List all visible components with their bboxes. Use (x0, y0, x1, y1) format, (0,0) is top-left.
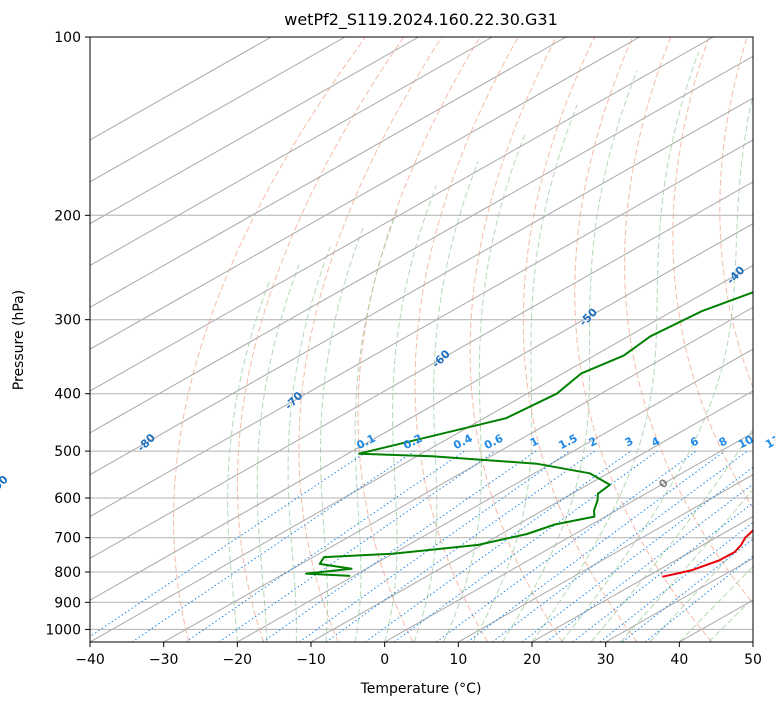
dry-adiabat (719, 37, 753, 390)
temperature-profile-line (662, 529, 753, 578)
dry-adiabat (672, 37, 753, 509)
isotherm-line (90, 37, 272, 141)
y-tick-label: 500 (54, 444, 81, 460)
isotherm-line (163, 306, 753, 642)
dry-adiabat (522, 37, 638, 642)
isotherm-line (90, 181, 753, 559)
moist-adiabat (472, 104, 578, 642)
x-tick-label: 40 (670, 652, 688, 668)
y-tick-label: 1000 (45, 622, 81, 638)
x-tick-label: 20 (523, 652, 541, 668)
isotherms (90, 37, 753, 642)
moist-adiabat (287, 246, 331, 642)
moist-adiabat (678, 565, 753, 642)
dry-adiabat (574, 37, 713, 642)
mixing-ratio-line (131, 450, 415, 642)
mixing-ratio-line (90, 450, 368, 638)
isotherm-line (90, 264, 753, 642)
isotherm-line (90, 139, 753, 518)
x-tick-label: 50 (744, 652, 762, 668)
plot-background (90, 37, 753, 642)
y-tick-label: 600 (54, 491, 81, 507)
mixing-ratio-line (545, 483, 753, 642)
y-tick-label: 800 (54, 565, 81, 581)
moist-adiabat (620, 488, 753, 642)
x-tick-label: −20 (223, 652, 253, 668)
dry-adiabat (624, 37, 753, 605)
plot-frame (89, 36, 754, 643)
x-tick-label: 10 (449, 652, 467, 668)
x-tick-label: −30 (149, 652, 179, 668)
dry-adiabat (298, 37, 443, 642)
moist-adiabat (708, 597, 753, 642)
mixing-ratio-label: 10 (736, 433, 756, 452)
y-tick-label: 900 (54, 595, 81, 611)
isotherm-line (90, 37, 640, 350)
chart-title: wetPf2_S119.2024.160.22.30.G31 (284, 10, 558, 30)
mixing-ratio-line (262, 450, 537, 642)
moist-adiabats (227, 51, 753, 642)
mixing-ratio-line (521, 466, 753, 642)
x-tick-label: −40 (75, 652, 105, 668)
isotherm-line (90, 37, 346, 183)
isotherm-line (90, 37, 567, 308)
mixing-ratio-line (467, 450, 725, 642)
isotherm-line (531, 515, 753, 642)
moist-adiabat (320, 227, 364, 642)
isotherm-line (237, 348, 753, 642)
x-axis-title: Temperature (°C) (360, 681, 482, 697)
isotherm-line (90, 37, 714, 392)
pressure-gridlines (90, 37, 753, 630)
mixing-ratio-line (436, 450, 697, 642)
isotherm-line (90, 223, 753, 601)
moist-adiabat (413, 160, 479, 642)
moist-adiabat (531, 51, 700, 642)
mixing-ratio-label: 13 (763, 433, 775, 452)
y-tick-label: 300 (54, 313, 81, 329)
moist-adiabat (256, 264, 300, 642)
mixing-ratio-line (491, 450, 748, 642)
profile-series (305, 291, 753, 578)
moist-adiabat (502, 70, 638, 642)
dewpoint-profile-line (305, 291, 753, 577)
y-axis-title: Pressure (hPa) (11, 290, 27, 390)
y-tick-label: 700 (54, 531, 81, 547)
moist-adiabat (227, 280, 270, 642)
isotherm-line (90, 97, 753, 476)
isotherm-label: -90 (0, 473, 11, 496)
mixing-ratio-line (365, 450, 631, 642)
dry-adiabat (765, 37, 775, 642)
isotherm-line (90, 55, 753, 434)
isotherm-line (752, 641, 753, 642)
isotherm-line (90, 37, 419, 225)
mixing-ratio-line (185, 450, 465, 642)
x-tick-label: 0 (380, 652, 389, 668)
isotherm-line (384, 432, 753, 642)
moist-adiabat (649, 530, 753, 642)
dry-adiabat (172, 37, 366, 642)
x-axis-ticks: −40 −30 −20 −10 0 10 20 30 40 50 (75, 642, 762, 668)
moist-adiabat (590, 428, 753, 642)
moist-adiabat (384, 185, 437, 642)
x-tick-label: −10 (296, 652, 326, 668)
moist-adiabat (354, 207, 399, 642)
y-tick-label: 200 (54, 208, 81, 224)
isotherm-line (90, 37, 493, 267)
dry-adiabat (357, 37, 481, 642)
dry-adiabat (414, 37, 519, 642)
y-tick-label: 400 (54, 387, 81, 403)
dry-adiabat (237, 37, 405, 642)
y-axis-ticks: 100 200 300 400 500 600 700 800 900 1000 (45, 30, 90, 638)
dry-adiabats (172, 37, 775, 642)
isotherm-line (458, 474, 753, 642)
isotherm-line (310, 390, 753, 642)
y-tick-label: 100 (54, 30, 81, 46)
mixing-ratio-line (298, 450, 570, 642)
x-tick-label: 30 (597, 652, 615, 668)
